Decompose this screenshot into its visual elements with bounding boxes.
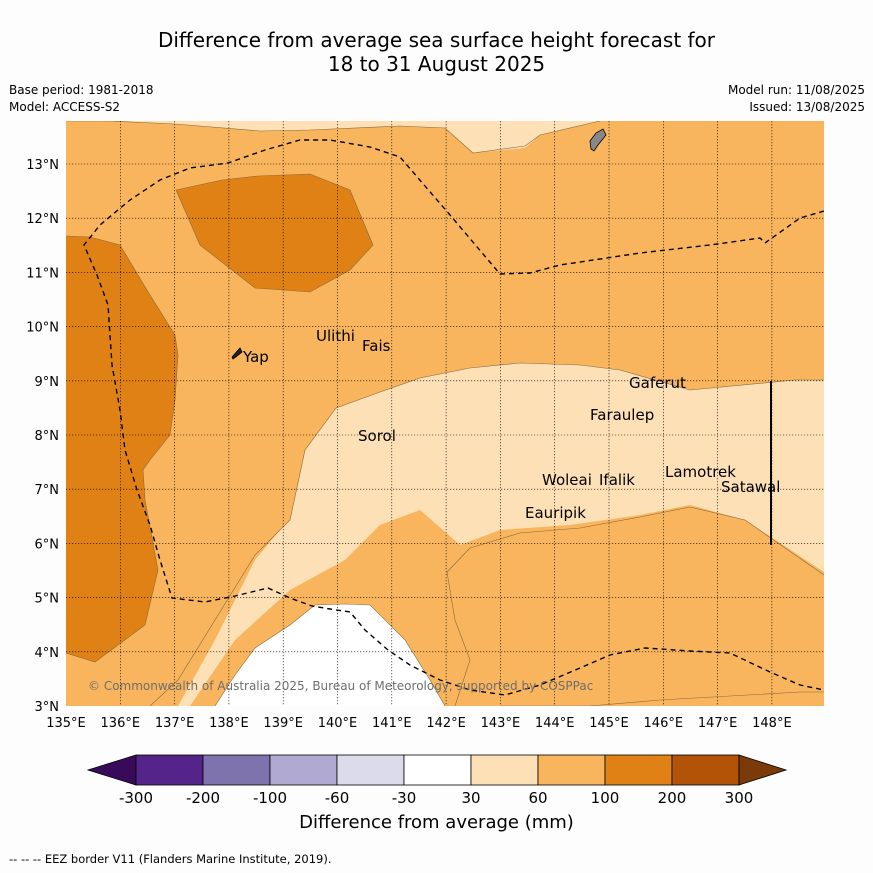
place-label-fais: Fais — [362, 337, 391, 355]
place-label-yap: Yap — [242, 348, 269, 366]
y-tick-label: 12°N — [26, 212, 59, 227]
x-tick-label: 143°E — [481, 716, 521, 731]
x-tick-label: 145°E — [589, 716, 629, 731]
contour-100-200-west — [66, 236, 178, 662]
footnote: -- -- -- EEZ border V11 (Flanders Marine… — [9, 852, 332, 866]
colorbar-bin — [269, 754, 338, 786]
colorbar-bin — [202, 754, 271, 786]
colorbar-tick-label: -300 — [119, 789, 153, 807]
x-tick-label: 147°E — [698, 716, 738, 731]
colorbar-tick-label: 200 — [658, 789, 687, 807]
contour-lines — [66, 121, 824, 706]
y-tick-label: 7°N — [35, 483, 60, 498]
colorbar-tick-label: 100 — [591, 789, 620, 807]
y-tick-label: 3°N — [35, 700, 60, 715]
contour-60-100-southeast — [447, 507, 824, 706]
contour-30-60-north-b — [445, 121, 600, 153]
map-title-line2: 18 to 31 August 2025 — [327, 52, 546, 76]
y-tick-label: 8°N — [35, 429, 60, 444]
colorbar-tick-label: -200 — [186, 789, 220, 807]
colorbar-bin — [403, 754, 472, 786]
y-axis-ticks: 3°N 4°N 5°N 6°N 7°N 8°N 9°N 10°N 11°N 12°N 13°N — [26, 158, 59, 715]
guam-island-shape — [589, 128, 607, 152]
x-tick-label: 148°E — [752, 716, 792, 731]
x-tick-label: 138°E — [209, 716, 249, 731]
model-run: Model run: 11/08/2025 — [727, 83, 865, 97]
y-tick-label: 10°N — [26, 321, 59, 336]
eez-border — [83, 139, 824, 696]
colorbar-tick-label: 300 — [725, 789, 754, 807]
contour-30-60-north — [66, 121, 824, 153]
colorbar-bin — [604, 754, 673, 786]
colorbar-bin — [336, 754, 405, 786]
y-tick-label: 11°N — [26, 266, 59, 281]
graticule — [66, 121, 824, 706]
y-tick-label: 9°N — [35, 375, 60, 390]
y-tick-label: 5°N — [35, 592, 60, 607]
base-period: Base period: 1981-2018 — [9, 83, 154, 97]
colorbar-tick-label: 30 — [461, 789, 480, 807]
x-tick-label: 142°E — [426, 716, 466, 731]
colorbar-bin — [135, 754, 204, 786]
colorbar-under-arrow — [86, 754, 137, 786]
model-name: Model: ACCESS-S2 — [9, 100, 121, 114]
x-tick-label: 136°E — [101, 716, 141, 731]
colorbar: -300 -200 -100 -60 -30 30 60 100 200 300 — [86, 754, 788, 807]
x-tick-label: 144°E — [535, 716, 575, 731]
colorbar-bin — [537, 754, 606, 786]
x-tick-label: 139°E — [263, 716, 303, 731]
x-tick-label: 140°E — [318, 716, 358, 731]
colorbar-bin — [671, 754, 740, 786]
map-title-line1: Difference from average sea surface heig… — [157, 28, 716, 52]
place-label-lamotrek: Lamotrek — [665, 463, 736, 481]
colorbar-tick-label: -60 — [325, 789, 350, 807]
colorbar-tick-label: -100 — [253, 789, 287, 807]
place-label-gaferut: Gaferut — [629, 374, 686, 392]
place-label-faraulep: Faraulep — [590, 406, 654, 424]
contour-neutral-south — [215, 604, 445, 706]
place-label-ulithi: Ulithi — [316, 327, 355, 345]
y-tick-label: 13°N — [26, 158, 59, 173]
copyright-text: © Commonwealth of Australia 2025, Bureau… — [88, 679, 593, 693]
place-label-eauripik: Eauripik — [525, 504, 586, 522]
x-tick-label: 141°E — [372, 716, 412, 731]
colorbar-over-arrow — [738, 754, 788, 786]
contour-100-200-north — [176, 174, 373, 292]
x-tick-label: 137°E — [155, 716, 195, 731]
x-tick-label: 135°E — [46, 716, 86, 731]
colorbar-tick-label: -30 — [392, 789, 417, 807]
x-tick-label: 146°E — [644, 716, 684, 731]
x-axis-ticks: 135°E 136°E 137°E 138°E 139°E 140°E 141°E 142°E… — [46, 716, 791, 731]
colorbar-label: Difference from average (mm) — [299, 812, 574, 833]
colorbar-bin — [470, 754, 539, 786]
y-tick-label: 4°N — [35, 646, 60, 661]
place-label-woleai: Woleai — [542, 471, 592, 489]
place-label-satawal: Satawal — [721, 478, 780, 496]
place-label-sorol: Sorol — [358, 427, 396, 445]
y-tick-label: 6°N — [35, 537, 60, 552]
issued-date: Issued: 13/08/2025 — [749, 100, 865, 114]
contour-30-60-central — [66, 363, 824, 706]
place-label-ifalik: Ifalik — [599, 471, 635, 489]
yap-island-shape — [231, 347, 243, 360]
colorbar-tick-label: 60 — [528, 789, 547, 807]
